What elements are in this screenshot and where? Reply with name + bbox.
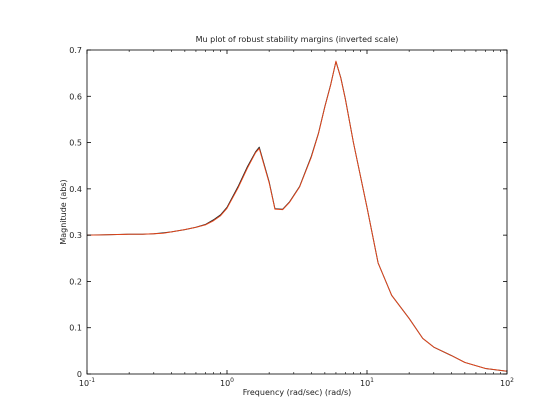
y-tick-label: 0.6 (69, 92, 82, 101)
y-tick-label: 0.5 (69, 139, 82, 148)
x-tick-exponent: 1 (370, 377, 374, 384)
x-tick-base: 10 (500, 379, 510, 388)
series-line-2 (86, 60, 508, 372)
x-axis-label: Frequency (rad/sec) (rad/s) (243, 388, 351, 397)
x-tick-exponent: -1 (89, 377, 95, 384)
x-tick-exponent: 0 (230, 377, 234, 384)
x-tick-label: 100 (220, 377, 234, 388)
axes-frame (86, 49, 508, 375)
y-axis-label: Magnitude (abs) (59, 179, 68, 244)
chart-title: Mu plot of robust stability margins (inv… (196, 35, 399, 44)
y-tick-label: 0.1 (69, 324, 82, 333)
x-tick-label: 10-1 (79, 377, 95, 388)
axis-ticks: 00.10.20.30.40.50.60.710-1 100 101 102 (69, 46, 514, 388)
y-tick-label: 0.3 (69, 231, 82, 240)
y-tick-label: 0.7 (69, 46, 82, 55)
plot-area (86, 60, 508, 372)
y-tick-label: 0.4 (69, 185, 82, 194)
x-tick-exponent: 2 (510, 377, 514, 384)
y-tick-label: 0.2 (69, 277, 82, 286)
x-tick-label: 102 (500, 377, 514, 388)
y-tick-label: 0 (77, 370, 82, 379)
x-tick-base: 10 (79, 379, 89, 388)
x-tick-base: 10 (360, 379, 370, 388)
x-tick-label: 101 (360, 377, 374, 388)
x-tick-base: 10 (220, 379, 230, 388)
